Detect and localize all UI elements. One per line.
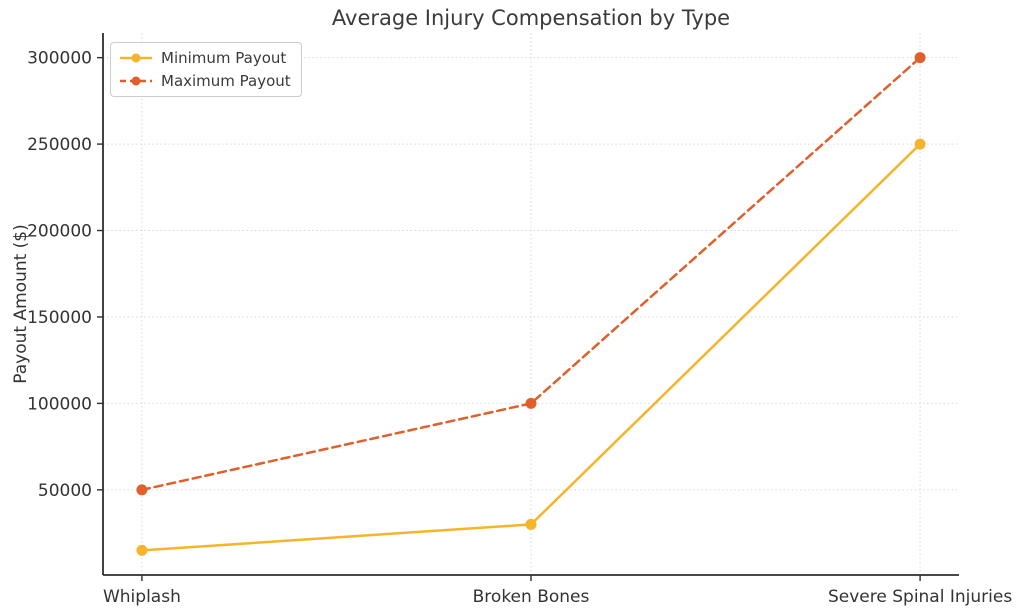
legend-marker-icon [131, 76, 141, 86]
marker-minimum-payout [525, 518, 537, 530]
legend-entry-maximum-payout: Maximum Payout [119, 71, 291, 90]
y-tick-label: 200000 [27, 222, 92, 242]
marker-maximum-payout [914, 52, 926, 64]
y-tick-label: 250000 [27, 135, 92, 155]
legend-swatch-maximum-payout [120, 76, 152, 86]
x-tick-label: Severe Spinal Injuries [828, 587, 1012, 607]
y-tick-label: 150000 [27, 308, 92, 328]
legend-marker-icon [131, 53, 141, 63]
chart-title: Average Injury Compensation by Type [331, 6, 731, 30]
legend: Minimum Payout Maximum Payout [110, 42, 302, 97]
series-line-maximum-payout [140, 56, 922, 492]
marker-minimum-payout [136, 544, 148, 556]
legend-label: Maximum Payout [161, 71, 291, 90]
y-tick-label: 50000 [38, 481, 92, 501]
marker-maximum-payout [136, 484, 148, 496]
legend-swatch-minimum-payout [120, 53, 152, 63]
y-tick-label: 300000 [27, 49, 92, 69]
legend-entry-minimum-payout: Minimum Payout [119, 50, 291, 67]
marker-maximum-payout [525, 397, 537, 409]
legend-label: Minimum Payout [161, 49, 287, 67]
x-tick-label: Whiplash [103, 587, 181, 607]
marker-minimum-payout [914, 138, 926, 150]
y-tick-label: 100000 [27, 394, 92, 414]
x-tick-label: Broken Bones [473, 587, 590, 607]
